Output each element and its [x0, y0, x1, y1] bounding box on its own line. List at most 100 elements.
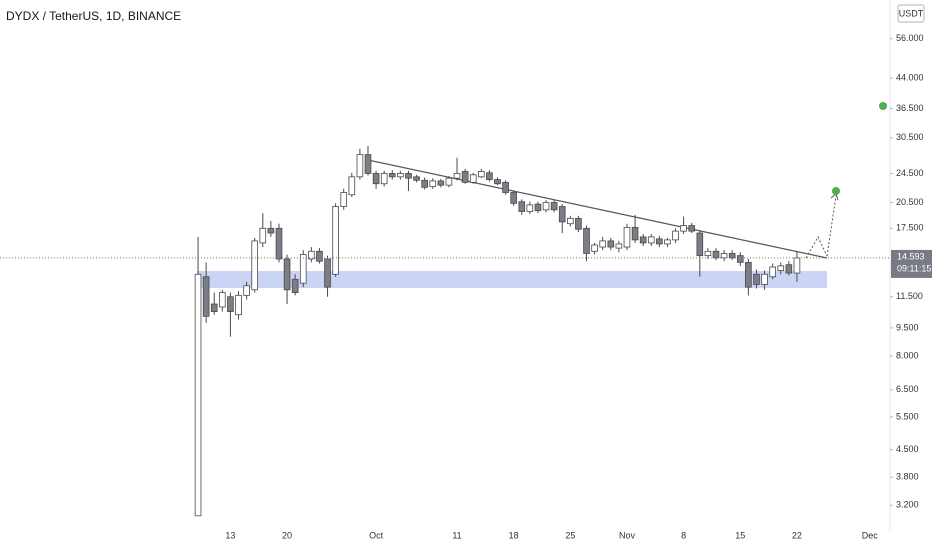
y-tick-label: 30.500 [896, 132, 924, 142]
candles [194, 145, 801, 517]
candle-body [777, 265, 785, 272]
candle-body [397, 173, 404, 178]
x-tick-label: 18 [509, 530, 519, 540]
candle-body [728, 253, 736, 259]
projection [805, 102, 887, 259]
candle-body [664, 239, 671, 245]
y-tick-label: 24.500 [896, 168, 924, 178]
candle-body [647, 236, 655, 244]
candle-body [615, 243, 623, 249]
candle-body [502, 181, 509, 193]
x-tick-label: Oct [369, 530, 384, 540]
candle-body [599, 240, 607, 248]
candle-body [437, 180, 445, 186]
candle-body [542, 202, 550, 211]
target-dot [832, 187, 840, 195]
candle-body [332, 206, 339, 275]
candle-body [486, 172, 493, 180]
candle-body [712, 250, 720, 259]
countdown-label: 09:11:15 [897, 263, 931, 273]
candle-body [656, 238, 663, 245]
candle-body [219, 292, 226, 308]
candle-body [453, 173, 461, 179]
y-tick-label: 3.800 [896, 472, 919, 482]
candle-body [704, 250, 712, 257]
candle-body [405, 173, 412, 179]
currency-label: USDT [899, 8, 924, 18]
y-tick-label: 36.500 [896, 103, 924, 113]
candle-body [526, 204, 534, 212]
y-tick-label: 17.500 [896, 223, 924, 233]
candle-body [558, 206, 566, 223]
candle-body [275, 227, 283, 260]
candle-body [477, 171, 485, 178]
candle-body [291, 278, 299, 293]
x-tick-label: Nov [619, 530, 636, 540]
candle-body [340, 192, 348, 207]
candle-body [421, 179, 428, 188]
x-tick-label: 25 [565, 530, 575, 540]
x-tick-label: 8 [681, 530, 686, 540]
candle-body [227, 296, 234, 312]
candle-body [429, 180, 437, 188]
y-tick-label: 20.500 [896, 197, 924, 207]
x-tick-label: 15 [735, 530, 745, 540]
candle-body [235, 294, 242, 316]
candle-body [550, 202, 558, 211]
candle-body [445, 177, 453, 186]
candle-body [583, 227, 590, 254]
y-tick-label: 3.200 [896, 500, 919, 510]
candle-body [356, 154, 364, 178]
candle-body [494, 179, 501, 185]
x-tick-label: 22 [792, 530, 802, 540]
candle-body [785, 264, 793, 274]
candle-body [299, 254, 307, 284]
candle-body [672, 230, 679, 241]
candle-body [372, 173, 380, 185]
candle-body [591, 244, 598, 252]
candle-body [413, 176, 420, 181]
candle-body [316, 250, 323, 262]
candle-body [534, 203, 542, 212]
candle-body [769, 266, 776, 278]
y-tick-label: 44.000 [896, 72, 924, 82]
x-tick-label: 20 [282, 530, 292, 540]
y-tick-label: 11.500 [896, 291, 923, 301]
candle-body [510, 192, 517, 204]
candle-body [761, 273, 768, 285]
projection-path [805, 235, 828, 259]
y-tick-label: 6.500 [896, 384, 919, 394]
candle-body [194, 273, 202, 517]
last-price-label: 14.593 [897, 251, 925, 261]
candle-body [696, 232, 704, 257]
candle-body [283, 258, 291, 291]
candle-body [210, 303, 218, 312]
candle-body [461, 171, 469, 183]
alert-dot [879, 102, 887, 110]
y-tick-label: 9.500 [896, 322, 919, 332]
candle-body [720, 253, 728, 259]
candle-body [567, 217, 574, 225]
last-price-box [891, 249, 932, 278]
candle-body [575, 217, 582, 230]
x-tick-label: Dec [862, 530, 879, 540]
support-zone [197, 271, 827, 288]
candle-body [623, 226, 631, 248]
candle-body [259, 227, 267, 244]
currency-box[interactable] [897, 4, 925, 23]
candle-body [202, 276, 210, 317]
candle-body [348, 176, 356, 196]
y-tick-label: 5.500 [896, 411, 919, 421]
candle-body [745, 261, 752, 288]
candle-body [736, 255, 744, 263]
candle-body [793, 257, 801, 274]
chart-title: DYDX / TetherUS, 1D, BINANCE [6, 9, 181, 23]
candle-body [753, 273, 760, 285]
trend-line [367, 159, 828, 259]
candle-body [680, 225, 687, 232]
x-tick-label: 11 [452, 530, 461, 540]
drawings [197, 159, 828, 288]
candle-body [308, 250, 315, 260]
